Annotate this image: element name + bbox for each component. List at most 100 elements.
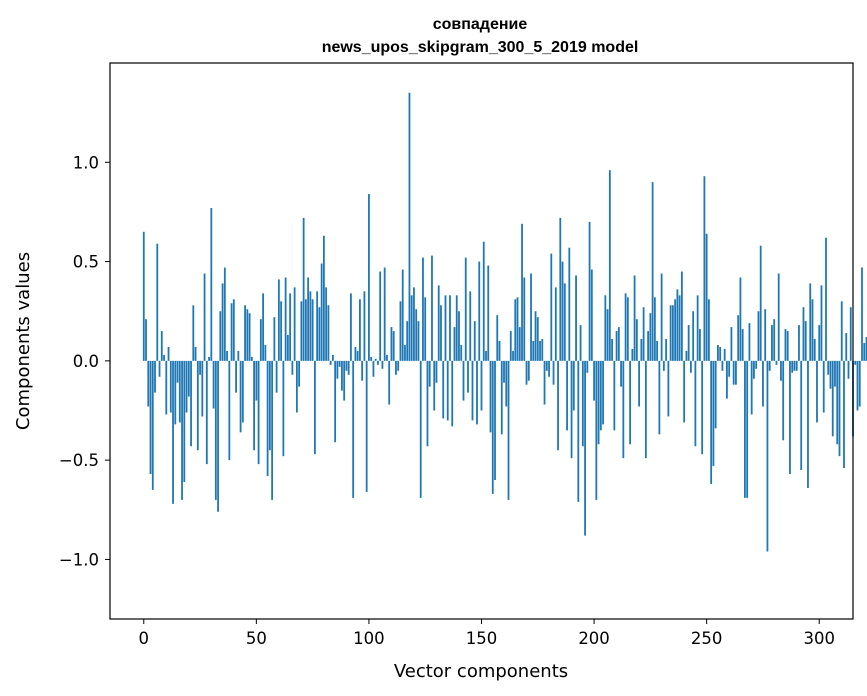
bar <box>514 299 517 361</box>
bar <box>795 360 798 371</box>
bar <box>178 360 181 423</box>
bar <box>212 360 215 409</box>
bar <box>777 273 780 361</box>
x-tick-label: 50 <box>246 629 267 648</box>
bar <box>536 317 539 361</box>
bar <box>318 307 321 361</box>
bar <box>662 360 665 371</box>
bar <box>275 360 278 393</box>
bar <box>786 331 789 361</box>
bar <box>739 277 742 361</box>
bar <box>563 283 566 361</box>
bar <box>230 303 233 361</box>
bar <box>271 360 274 500</box>
bar <box>701 360 704 455</box>
bar <box>660 273 663 361</box>
bar <box>768 360 771 371</box>
bar <box>167 346 170 361</box>
x-axis-ticks: 0 50 100 150 200 250 300 <box>139 619 835 648</box>
bar <box>611 339 613 361</box>
bar <box>426 360 429 447</box>
bar <box>762 360 764 407</box>
bar <box>248 313 251 361</box>
bar <box>735 360 737 385</box>
bar <box>586 360 589 373</box>
bar <box>388 360 391 405</box>
bar <box>343 360 346 401</box>
bar <box>669 305 672 361</box>
bar <box>726 360 728 399</box>
bar <box>487 265 490 361</box>
bar <box>413 287 415 361</box>
bar <box>667 360 670 417</box>
bar <box>458 311 460 361</box>
bar <box>595 360 598 500</box>
bar <box>744 360 746 498</box>
bar <box>577 360 580 502</box>
bar <box>647 331 650 361</box>
bar <box>753 360 755 379</box>
bar <box>273 317 276 361</box>
bar <box>692 311 695 361</box>
bar <box>755 360 758 369</box>
bar <box>622 360 625 459</box>
bar <box>685 350 688 361</box>
bar <box>782 360 785 441</box>
bar <box>552 360 555 385</box>
bar <box>811 299 814 361</box>
bar <box>512 350 514 361</box>
bar <box>653 297 656 361</box>
bar <box>712 360 715 467</box>
bar <box>201 360 204 417</box>
bar <box>494 360 496 480</box>
bar <box>530 273 532 361</box>
bar <box>172 360 174 504</box>
bar <box>689 360 692 373</box>
bar <box>604 295 607 361</box>
bar <box>491 360 494 494</box>
bar <box>419 360 422 498</box>
bar <box>408 92 411 361</box>
bar <box>383 267 386 361</box>
bar <box>284 277 287 361</box>
bar <box>286 335 289 361</box>
bar <box>298 360 301 387</box>
bar <box>489 360 492 433</box>
x-tick-label: 150 <box>466 629 498 648</box>
bar <box>329 360 332 365</box>
bar <box>259 319 262 361</box>
plot-frame <box>109 62 854 620</box>
bar <box>773 319 776 361</box>
bar <box>849 307 852 361</box>
bar <box>235 360 237 393</box>
bar <box>156 243 159 361</box>
bar <box>361 360 364 381</box>
bar <box>455 295 458 361</box>
bar <box>597 360 600 445</box>
bar <box>825 237 827 361</box>
bar <box>642 307 645 361</box>
bar <box>590 269 593 361</box>
bar <box>464 257 467 361</box>
bar <box>431 255 433 361</box>
bar <box>649 313 652 361</box>
bar <box>158 360 161 377</box>
bar <box>473 321 476 361</box>
bar <box>656 341 659 361</box>
bar <box>476 360 478 425</box>
bar <box>638 360 641 407</box>
bar <box>368 194 370 361</box>
bar <box>764 309 767 361</box>
bar <box>550 253 553 361</box>
bar <box>557 360 559 451</box>
bar <box>336 360 339 379</box>
bar <box>453 327 456 361</box>
bar <box>309 291 312 361</box>
bar <box>791 360 794 373</box>
bar <box>338 360 341 367</box>
bar <box>840 301 843 361</box>
bar <box>847 360 850 379</box>
bar <box>352 360 355 498</box>
bar <box>838 360 841 457</box>
bar <box>433 360 436 411</box>
